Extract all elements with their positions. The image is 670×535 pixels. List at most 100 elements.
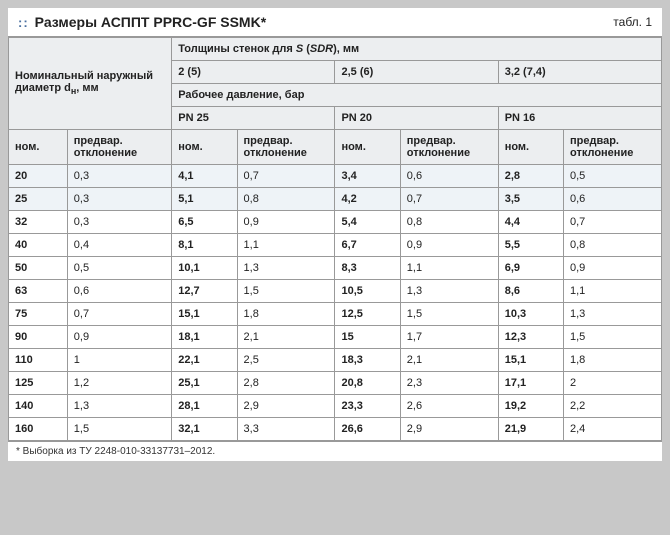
table-row: 110122,12,518,32,115,11,8 xyxy=(9,349,662,372)
cell-dev: 2,1 xyxy=(400,349,498,372)
cell-dev: 2,5 xyxy=(237,349,335,372)
cell-nom: 20,8 xyxy=(335,372,400,395)
cell-dev: 0,6 xyxy=(564,188,662,211)
cell-nom: 23,3 xyxy=(335,395,400,418)
cell-dev: 0,4 xyxy=(67,234,171,257)
cell-dev: 0,3 xyxy=(67,165,171,188)
cell-nom: 4,4 xyxy=(498,211,563,234)
cell-dev: 0,7 xyxy=(400,188,498,211)
cell-nom: 32 xyxy=(9,211,68,234)
cell-nom: 12,3 xyxy=(498,326,563,349)
cell-nom: 15 xyxy=(335,326,400,349)
hdr-dev-3: предвар. отклонение xyxy=(564,130,662,165)
cell-dev: 0,8 xyxy=(400,211,498,234)
hdr-sdr-2: 3,2 (7,4) xyxy=(498,61,661,84)
cell-dev: 1,5 xyxy=(67,418,171,441)
cell-dev: 0,8 xyxy=(237,188,335,211)
card-title: Размеры АСППТ PPRC-GF SSMK* xyxy=(35,14,614,30)
cell-dev: 1,2 xyxy=(67,372,171,395)
cell-dev: 0,9 xyxy=(237,211,335,234)
hdr-diameter-line2a: диаметр d xyxy=(15,82,71,94)
cell-nom: 4,2 xyxy=(335,188,400,211)
cell-nom: 25,1 xyxy=(172,372,237,395)
cell-nom: 4,1 xyxy=(172,165,237,188)
hdr-pn-2: PN 16 xyxy=(498,107,661,130)
cell-dev: 1,1 xyxy=(237,234,335,257)
cell-dev: 2,9 xyxy=(400,418,498,441)
cell-dev: 1,3 xyxy=(67,395,171,418)
cell-nom: 75 xyxy=(9,303,68,326)
sizes-table: Номинальный наружный диаметр dн, мм Толщ… xyxy=(8,37,662,441)
cell-nom: 32,1 xyxy=(172,418,237,441)
hdr-wall-d: SDR xyxy=(310,43,333,55)
cell-dev: 0,3 xyxy=(67,211,171,234)
title-bar: :: Размеры АСППТ PPRC-GF SSMK* табл. 1 xyxy=(8,8,662,37)
cell-nom: 5,5 xyxy=(498,234,563,257)
cell-nom: 6,9 xyxy=(498,257,563,280)
cell-nom: 15,1 xyxy=(498,349,563,372)
hdr-sdr-0: 2 (5) xyxy=(172,61,335,84)
cell-dev: 1,8 xyxy=(564,349,662,372)
cell-dev: 2 xyxy=(564,372,662,395)
cell-dev: 1,7 xyxy=(400,326,498,349)
cell-nom: 6,7 xyxy=(335,234,400,257)
hdr-wall-e: ), мм xyxy=(333,43,359,55)
cell-nom: 12,5 xyxy=(335,303,400,326)
cell-dev: 0,3 xyxy=(67,188,171,211)
cell-dev: 0,6 xyxy=(400,165,498,188)
cell-nom: 160 xyxy=(9,418,68,441)
cell-nom: 40 xyxy=(9,234,68,257)
cell-dev: 1 xyxy=(67,349,171,372)
hdr-diameter-line2b: , мм xyxy=(76,82,98,94)
cell-nom: 17,1 xyxy=(498,372,563,395)
cell-nom: 3,4 xyxy=(335,165,400,188)
cell-dev: 2,2 xyxy=(564,395,662,418)
cell-nom: 26,6 xyxy=(335,418,400,441)
cell-nom: 28,1 xyxy=(172,395,237,418)
cell-nom: 50 xyxy=(9,257,68,280)
cell-nom: 15,1 xyxy=(172,303,237,326)
hdr-dev-2: предвар. отклонение xyxy=(400,130,498,165)
table-row: 400,48,11,16,70,95,50,8 xyxy=(9,234,662,257)
hdr-pn-0: PN 25 xyxy=(172,107,335,130)
cell-nom: 125 xyxy=(9,372,68,395)
cell-nom: 2,8 xyxy=(498,165,563,188)
cell-nom: 10,3 xyxy=(498,303,563,326)
cell-nom: 8,6 xyxy=(498,280,563,303)
hdr-nom-2: ном. xyxy=(335,130,400,165)
table-row: 630,612,71,510,51,38,61,1 xyxy=(9,280,662,303)
footnote: * Выборка из ТУ 2248-010-33137731–2012. xyxy=(8,441,662,461)
table-row: 900,918,12,1151,712,31,5 xyxy=(9,326,662,349)
hdr-nom-0: ном. xyxy=(9,130,68,165)
cell-dev: 0,5 xyxy=(67,257,171,280)
cell-dev: 0,9 xyxy=(400,234,498,257)
cell-nom: 20 xyxy=(9,165,68,188)
cell-nom: 10,1 xyxy=(172,257,237,280)
cell-nom: 25 xyxy=(9,188,68,211)
cell-nom: 63 xyxy=(9,280,68,303)
cell-dev: 2,6 xyxy=(400,395,498,418)
cell-dev: 1,5 xyxy=(564,326,662,349)
cell-dev: 0,7 xyxy=(237,165,335,188)
cell-nom: 5,1 xyxy=(172,188,237,211)
table-row: 500,510,11,38,31,16,90,9 xyxy=(9,257,662,280)
cell-nom: 19,2 xyxy=(498,395,563,418)
hdr-wall-c: ( xyxy=(303,43,310,55)
cell-dev: 0,9 xyxy=(564,257,662,280)
cell-dev: 1,5 xyxy=(400,303,498,326)
table-number: табл. 1 xyxy=(613,15,652,29)
bullet-icon: :: xyxy=(18,15,29,30)
table-row: 750,715,11,812,51,510,31,3 xyxy=(9,303,662,326)
hdr-sdr-1: 2,5 (6) xyxy=(335,61,498,84)
table-row: 200,34,10,73,40,62,80,5 xyxy=(9,165,662,188)
cell-dev: 2,3 xyxy=(400,372,498,395)
cell-nom: 10,5 xyxy=(335,280,400,303)
cell-nom: 22,1 xyxy=(172,349,237,372)
cell-nom: 5,4 xyxy=(335,211,400,234)
cell-nom: 18,1 xyxy=(172,326,237,349)
cell-nom: 110 xyxy=(9,349,68,372)
table-row: 1601,532,13,326,62,921,92,4 xyxy=(9,418,662,441)
table-row: 250,35,10,84,20,73,50,6 xyxy=(9,188,662,211)
cell-dev: 3,3 xyxy=(237,418,335,441)
cell-dev: 2,9 xyxy=(237,395,335,418)
